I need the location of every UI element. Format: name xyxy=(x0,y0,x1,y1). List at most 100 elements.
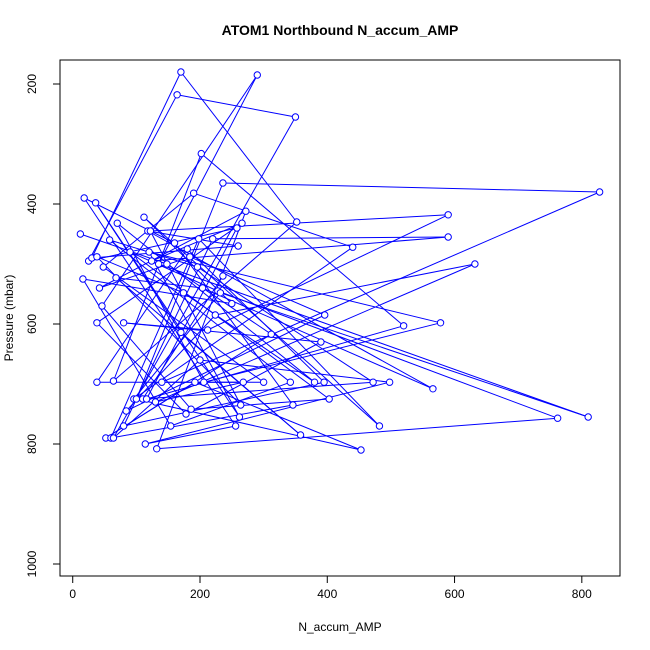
data-point xyxy=(183,245,191,253)
data-point xyxy=(375,422,384,430)
data-point xyxy=(163,260,171,268)
data-point xyxy=(79,275,87,283)
series-line-segment xyxy=(203,322,441,383)
x-tick-label: 0 xyxy=(69,587,76,601)
data-point xyxy=(228,299,236,308)
x-tick-label: 600 xyxy=(445,587,465,601)
series-line-segment xyxy=(217,290,558,419)
data-point xyxy=(147,257,156,265)
data-point xyxy=(145,248,153,256)
data-point xyxy=(369,378,377,386)
series-line-segment xyxy=(148,251,240,418)
data-point xyxy=(349,243,357,251)
series-line-segment xyxy=(156,417,558,450)
data-point xyxy=(197,149,205,158)
data-point xyxy=(385,378,394,386)
series-line-segment xyxy=(212,236,449,240)
series-line-segment xyxy=(158,263,589,418)
series-line-segment xyxy=(123,322,208,331)
data-point xyxy=(80,194,88,202)
series-line-segment xyxy=(142,275,224,400)
series-line-segment xyxy=(147,230,434,390)
chart-title: ATOM1 Northbound N_accum_AMP xyxy=(222,22,459,38)
series-line-segment xyxy=(96,222,243,324)
series-line-segment xyxy=(83,197,237,427)
y-axis: 200 400 600 800 1000 xyxy=(25,74,61,577)
series-line-segment xyxy=(115,277,203,289)
data-point xyxy=(76,230,85,238)
data-point xyxy=(146,227,155,235)
data-point xyxy=(267,330,275,338)
series-line-segment xyxy=(199,359,390,383)
series-line-segment xyxy=(170,381,291,427)
plot-frame xyxy=(59,59,621,577)
series-line-segment xyxy=(123,381,325,427)
series-line-segment xyxy=(161,191,600,383)
data-point xyxy=(154,260,163,268)
data-point xyxy=(167,422,175,430)
x-axis-label: N_accum_AMP xyxy=(298,620,381,634)
y-tick-label: 1000 xyxy=(25,550,39,577)
data-point xyxy=(289,401,297,409)
series-line-segment xyxy=(145,425,236,445)
data-point xyxy=(234,242,242,250)
data-point xyxy=(209,235,217,243)
data-point xyxy=(141,440,149,448)
data-point xyxy=(320,378,328,386)
data-point xyxy=(216,289,225,297)
series-line-segment xyxy=(145,381,390,445)
data-point xyxy=(242,207,250,215)
series-line-segment xyxy=(91,245,239,259)
data-point xyxy=(142,395,151,403)
data-point xyxy=(203,326,212,334)
y-tick-label: 800 xyxy=(25,434,39,454)
data-point xyxy=(113,219,121,227)
data-point xyxy=(196,356,204,364)
data-point xyxy=(189,189,198,197)
data-point xyxy=(193,263,202,271)
series-line-segment xyxy=(88,227,238,262)
data-point xyxy=(99,263,107,271)
data-point xyxy=(105,236,114,244)
series-line-segment xyxy=(202,287,434,390)
data-point xyxy=(310,378,319,386)
series-line-segment xyxy=(151,236,449,262)
data-point xyxy=(429,385,437,393)
series-line-segment xyxy=(101,74,258,307)
data-point xyxy=(122,407,130,415)
data-point xyxy=(444,233,452,241)
data-point xyxy=(187,405,195,413)
data-point xyxy=(109,377,118,385)
data-point xyxy=(325,395,333,403)
data-point xyxy=(191,378,199,386)
series-line-segment xyxy=(197,266,374,383)
series-line-segment xyxy=(129,251,330,400)
series-line-segment xyxy=(146,325,404,400)
series-line-segment xyxy=(109,239,198,268)
data-point xyxy=(444,211,452,219)
data-point xyxy=(219,179,227,187)
series-line-segment xyxy=(83,197,175,244)
series-line-segment xyxy=(133,246,354,400)
data-point xyxy=(357,446,365,454)
data-point xyxy=(239,378,247,386)
series-line-segment xyxy=(88,94,178,262)
data-point xyxy=(158,378,166,386)
series-line-segment xyxy=(99,256,190,289)
series-line-segment xyxy=(174,242,294,406)
data-point xyxy=(95,284,104,292)
data-point xyxy=(471,260,479,268)
data-point xyxy=(399,322,408,330)
y-tick-label: 400 xyxy=(25,194,39,214)
series-line-segment xyxy=(183,292,315,383)
series-line-segment xyxy=(180,71,298,223)
x-tick-label: 200 xyxy=(190,587,210,601)
data-point xyxy=(186,253,194,261)
data-point xyxy=(112,274,120,282)
data-point xyxy=(237,401,245,409)
data-point xyxy=(93,319,101,327)
series-line-segment xyxy=(102,266,264,383)
data-point xyxy=(91,199,100,207)
series-line-segment xyxy=(110,238,200,439)
data-point xyxy=(132,395,141,403)
